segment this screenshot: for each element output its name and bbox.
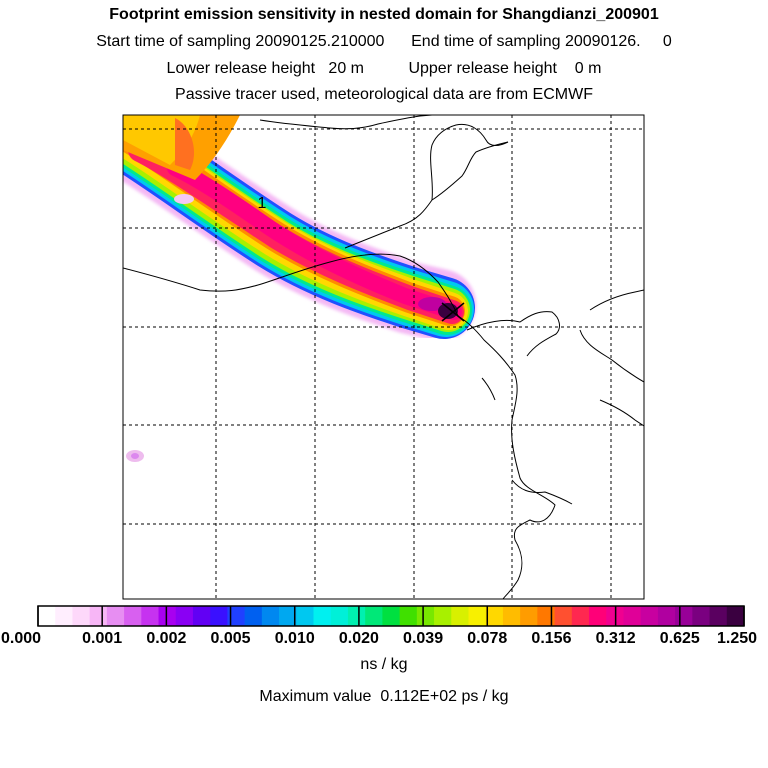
colorbar-swatch xyxy=(244,606,263,626)
sampling-time-line: Start time of sampling 20090125.210000 E… xyxy=(96,33,672,50)
colorbar-swatch xyxy=(451,606,470,626)
colorbar-swatch xyxy=(657,606,676,626)
boundaries xyxy=(123,115,644,599)
colorbar-frame xyxy=(37,605,745,627)
colorbar-swatch xyxy=(554,606,573,626)
colorbar-swatch xyxy=(520,606,538,626)
map-frame xyxy=(122,114,645,600)
colorbar-swatch xyxy=(279,606,297,626)
maximum-value-line: Maximum value 0.112E+02 ps / kg xyxy=(259,688,509,705)
colorbar-tick-label: 0.078 xyxy=(467,630,508,647)
colorbar-swatch xyxy=(502,606,521,626)
colorbar-tick-label: 1.250 xyxy=(716,630,758,647)
colorbar-swatch xyxy=(399,606,418,626)
colorbar-swatch xyxy=(416,606,435,626)
colorbar-swatch xyxy=(434,606,452,626)
colorbar-swatch xyxy=(141,606,160,626)
colorbar-swatch xyxy=(347,606,366,626)
colorbar-swatch xyxy=(640,606,659,626)
colorbar-tick-label: 0.156 xyxy=(531,630,572,647)
colorbar-tick-label: 0.312 xyxy=(595,630,636,647)
tracer-info-line: Passive tracer used, meteorological data… xyxy=(175,86,593,103)
peak-label: 1 xyxy=(258,195,267,212)
colorbar-swatch xyxy=(692,606,711,626)
colorbar-swatch xyxy=(106,606,125,626)
colorbar-swatch xyxy=(261,606,280,626)
colorbar-swatch xyxy=(313,606,332,626)
colorbar-swatch xyxy=(726,606,745,626)
colorbar-swatch xyxy=(72,606,91,626)
colorbar-swatch xyxy=(158,606,177,626)
colorbar-swatch xyxy=(89,606,108,626)
colorbar-tick-label: 0.005 xyxy=(210,630,251,647)
footprint-plume xyxy=(123,115,476,462)
lat-lon-grid xyxy=(123,115,644,599)
colorbar-swatch xyxy=(382,606,401,626)
colorbar-tick-label: 0.001 xyxy=(82,630,123,647)
colorbar-swatch xyxy=(192,606,211,626)
colorbar-tick-label: 0.625 xyxy=(659,630,700,647)
colorbar-tick-label: 0.000 xyxy=(0,630,42,647)
colorbar-swatch xyxy=(485,606,504,626)
colorbar-swatch xyxy=(468,606,487,626)
colorbar-tick-label: 0.039 xyxy=(403,630,444,647)
colorbar-swatch xyxy=(124,606,142,626)
colorbar-swatch xyxy=(365,606,383,626)
release-height-line: Lower release height 20 m Upper release … xyxy=(166,60,602,77)
colorbar-swatch xyxy=(296,606,315,626)
colorbar xyxy=(37,605,745,627)
colorbar-swatch xyxy=(571,606,590,626)
colorbar-swatch xyxy=(55,606,74,626)
colorbar-swatch xyxy=(709,606,728,626)
colorbar-swatch xyxy=(537,606,556,626)
colorbar-units: ns / kg xyxy=(360,656,408,673)
colorbar-swatch xyxy=(623,606,642,626)
colorbar-swatch xyxy=(210,606,229,626)
receptor-x-marker-icon xyxy=(441,302,465,322)
colorbar-swatch xyxy=(589,606,607,626)
colorbar-tick-label: 0.020 xyxy=(338,630,379,647)
colorbar-tick-label: 0.002 xyxy=(146,630,187,647)
colorbar-swatch xyxy=(675,606,693,626)
colorbar-swatch xyxy=(227,606,246,626)
colorbar-swatch xyxy=(330,606,349,626)
colorbar-tick-label: 0.010 xyxy=(274,630,315,647)
colorbar-swatch xyxy=(38,606,56,626)
map-title: Footprint emission sensitivity in nested… xyxy=(109,6,659,23)
colorbar-swatch xyxy=(175,606,194,626)
